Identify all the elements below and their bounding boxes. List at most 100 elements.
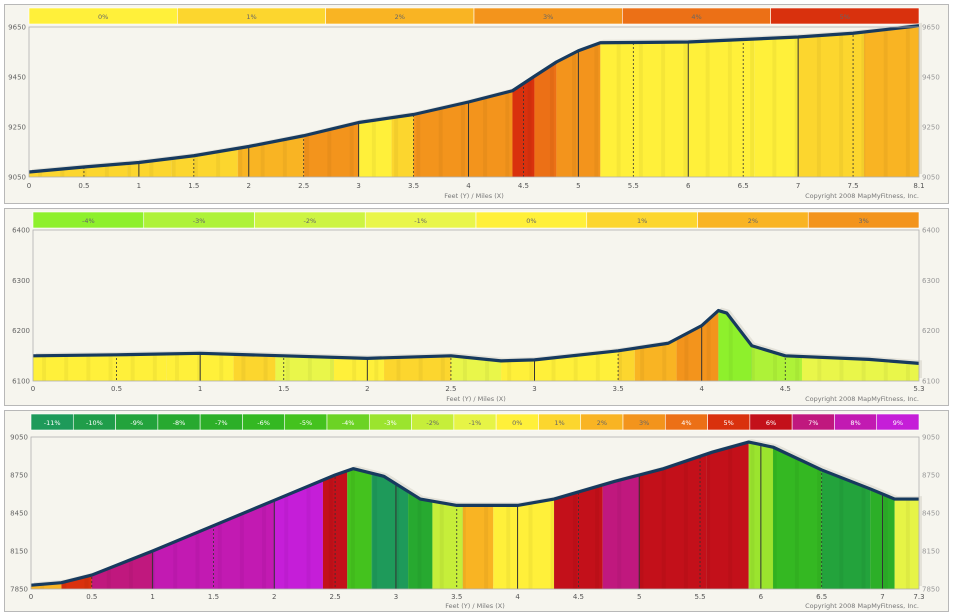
y-tick-right-0: 9050	[922, 174, 940, 182]
x-tick-14: 7	[796, 182, 800, 190]
legend-label-11: 0%	[512, 419, 522, 427]
elevation-chart-3-panel: -11% -10% -9% -8% -7% -6% -5% -4% -3% -2% -1% 0% 1% 2…	[4, 410, 949, 612]
y-tick-right-2: 8450	[922, 510, 940, 518]
y-tick-right-3: 8750	[922, 472, 940, 480]
legend-label-15: 4%	[681, 419, 691, 427]
x-tick-9: 4.5	[518, 182, 529, 190]
y-tick-right-1: 8150	[922, 548, 940, 556]
x-tick-7: 3.5	[408, 182, 419, 190]
x-tick-0: 0	[29, 593, 33, 601]
elevation-line	[32, 308, 920, 365]
y-axis: 6100 6100 6200 6200 6300 6300 6400 6400	[12, 227, 940, 386]
y-tick-right-0: 6100	[922, 378, 940, 386]
legend-label-5: -6%	[257, 419, 270, 427]
x-axis-label: Feet (Y) / Miles (X)	[444, 192, 504, 200]
x-axis: 0 0.5 1 1.5 2 2.5 3 3.5 4 4.5 5.3	[31, 385, 925, 393]
y-tick-right-3: 6400	[922, 227, 940, 235]
legend-label-20: 9%	[893, 419, 903, 427]
legend-label-1: -3%	[193, 217, 206, 225]
legend-label-18: 7%	[808, 419, 818, 427]
grade-band-15	[754, 27, 799, 177]
y-tick-left-1: 9250	[8, 124, 26, 132]
y-tick-left-1: 6200	[12, 327, 30, 335]
legend-label-6: 2%	[748, 217, 758, 225]
grade-band-4	[237, 27, 304, 177]
copyright-text: Copyright 2008 MapMyFitness, Inc.	[805, 192, 919, 200]
y-tick-right-4: 9050	[922, 434, 940, 442]
legend-label-2: -9%	[130, 419, 143, 427]
legend-label-7: 3%	[858, 217, 868, 225]
x-axis-label: Feet (Y) / Miles (X)	[445, 602, 505, 610]
grade-band-13	[600, 27, 689, 177]
y-tick-right-1: 6200	[922, 327, 940, 335]
plot-frame	[30, 436, 920, 590]
x-tick-11: 5.5	[628, 182, 639, 190]
x-tick-6: 3	[356, 182, 360, 190]
legend-label-12: 1%	[554, 419, 564, 427]
grade-band-10	[432, 442, 463, 589]
x-tick-6: 3	[394, 593, 398, 601]
x-tick-10: 5	[637, 593, 641, 601]
legend-label-0: -4%	[82, 217, 95, 225]
copyright-text: Copyright 2008 MapMyFitness, Inc.	[805, 602, 919, 610]
x-tick-13: 6.5	[738, 182, 749, 190]
legend-label-3: -8%	[173, 419, 186, 427]
grade-band-0	[29, 27, 62, 177]
y-axis: 7850 7850 8150 8150 8450 8450 8750 8750 9050 9050	[10, 434, 940, 594]
x-tick-3: 1.5	[188, 182, 199, 190]
x-tick-5: 2.5	[298, 182, 309, 190]
copyright-text: Copyright 2008 MapMyFitness, Inc.	[805, 395, 919, 403]
legend-swatch-7	[807, 211, 920, 229]
legend-swatch-5	[770, 7, 920, 25]
legend-label-19: 8%	[850, 419, 860, 427]
x-tick-4: 2	[272, 593, 276, 601]
x-tick-4: 2	[247, 182, 251, 190]
grade-band-12	[493, 442, 555, 589]
legend-label-8: -3%	[384, 419, 397, 427]
y-axis: 9050 9050 9250 9250 9450 9450 9650 9650	[8, 24, 940, 182]
legend-label-0: 0%	[98, 13, 108, 21]
grade-band-1	[61, 27, 128, 177]
x-tick-2: 1	[137, 182, 141, 190]
x-tick-6: 3	[532, 385, 536, 393]
x-tick-8: 4	[466, 182, 471, 190]
x-tick-7: 3.5	[451, 593, 462, 601]
x-tick-8: 4	[699, 385, 704, 393]
grade-band-3	[152, 442, 214, 589]
grade-band-16	[706, 442, 749, 589]
x-tick-13: 6.5	[816, 593, 827, 601]
legend-label-2: -2%	[304, 217, 317, 225]
grade-bands	[31, 442, 919, 589]
elevation-chart-2-panel: -4% -3% -2% -1% 0% 1% 2% 3% 6100 6100 6200 6200 6300…	[4, 208, 949, 406]
legend-swatch-20	[876, 413, 920, 431]
x-tick-5: 2.5	[330, 593, 341, 601]
x-tick-14: 7	[880, 593, 884, 601]
y-tick-left-2: 8450	[10, 510, 28, 518]
elevation-line	[28, 24, 920, 174]
grade-legend: 0% 1% 2% 3% 4% 5%	[28, 7, 920, 25]
x-axis: 0 0.5 1 1.5 2 2.5 3 3.5 4 4.5 5 5.5 6 6.5 7 7.5 8.1	[27, 182, 925, 190]
legend-label-17: 6%	[766, 419, 776, 427]
legend-label-7: -4%	[342, 419, 355, 427]
elevation-chart-1: 0% 1% 2% 3% 4% 5% 9050 9050 9250 9250 9450 9450 9650…	[8, 7, 940, 200]
y-tick-right-2: 6300	[922, 277, 940, 285]
y-tick-left-3: 8750	[10, 472, 28, 480]
x-tick-2: 1	[198, 385, 202, 393]
legend-label-4: -7%	[215, 419, 228, 427]
x-tick-0: 0	[31, 385, 35, 393]
legend-label-16: 5%	[724, 419, 734, 427]
legend-label-4: 4%	[691, 13, 701, 21]
legend-label-3: 3%	[543, 13, 553, 21]
elevation-chart-3: -11% -10% -9% -8% -7% -6% -5% -4% -3% -2% -1% 0% 1% 2…	[10, 413, 940, 610]
y-tick-left-2: 9450	[8, 74, 26, 82]
x-tick-16: 8.1	[913, 182, 924, 190]
x-axis-label: Feet (Y) / Miles (X)	[446, 395, 506, 403]
legend-label-0: -11%	[44, 419, 61, 427]
legend-label-5: 1%	[637, 217, 647, 225]
grade-legend: -4% -3% -2% -1% 0% 1% 2% 3%	[32, 211, 920, 229]
x-tick-15: 7.5	[848, 182, 859, 190]
plot-frame	[32, 229, 920, 382]
y-tick-right-3: 9650	[922, 24, 940, 32]
grade-band-2	[127, 27, 172, 177]
legend-label-1: 1%	[246, 13, 256, 21]
